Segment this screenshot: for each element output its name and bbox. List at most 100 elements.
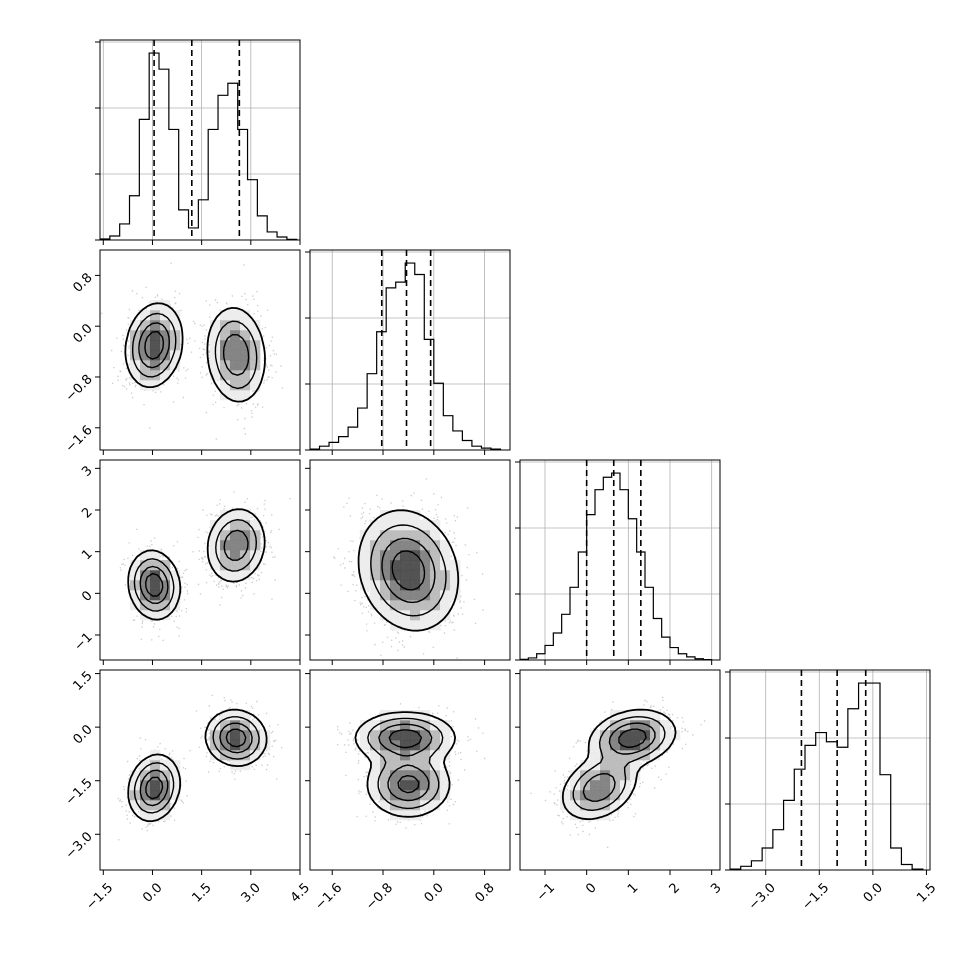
contour-line <box>139 722 253 807</box>
density-cell <box>590 730 601 741</box>
density-cell <box>580 810 591 821</box>
density-cell <box>130 800 141 811</box>
density-cell <box>260 730 271 741</box>
density-cell <box>630 740 641 751</box>
density-cell <box>410 530 421 541</box>
density-cell <box>620 740 631 751</box>
contour-line <box>138 322 250 376</box>
density-cell <box>420 530 431 541</box>
density-cell <box>440 610 451 621</box>
density-cell <box>140 560 151 571</box>
density-cell <box>360 570 371 581</box>
density-cell <box>380 590 391 601</box>
density-cell <box>150 590 161 601</box>
density-cell <box>630 730 641 741</box>
density-cell <box>380 710 391 721</box>
density-cell <box>570 790 581 801</box>
density-cell <box>220 720 231 731</box>
density-cell <box>230 340 241 351</box>
density-cell <box>600 760 611 771</box>
density-cell <box>430 580 441 591</box>
density-cell <box>230 530 241 541</box>
density-cell <box>380 780 391 791</box>
density-cell <box>220 730 231 741</box>
density-cell <box>390 570 401 581</box>
density-cell <box>230 360 241 371</box>
density-cell <box>230 380 241 391</box>
density-cell <box>140 330 151 341</box>
contour-line <box>357 509 460 632</box>
density-cell <box>240 560 251 571</box>
y-tick-label: −1 <box>71 630 95 654</box>
density-cell <box>380 550 391 561</box>
density-cell <box>140 580 151 591</box>
density-cell <box>220 710 231 721</box>
x-tick-label: 3.0 <box>239 880 264 905</box>
density-cell <box>230 720 241 731</box>
density-cell <box>220 530 231 541</box>
density-cell <box>620 710 631 721</box>
density-cell <box>130 560 141 571</box>
density-cell <box>170 770 181 781</box>
density-cell <box>370 790 381 801</box>
density-cell <box>440 600 451 611</box>
density-cell <box>440 730 451 741</box>
density-cell <box>160 370 171 381</box>
density-cell <box>140 570 151 581</box>
joint-panel-3-0 <box>117 694 283 841</box>
density-cell <box>450 560 461 571</box>
density-cell <box>250 360 261 371</box>
density-cell <box>210 320 221 331</box>
x-tick-label: −0.8 <box>363 880 396 913</box>
panel-frame <box>309 459 511 661</box>
density-cell <box>140 350 151 361</box>
contour-line <box>132 312 258 390</box>
density-cell <box>140 800 151 811</box>
density-cell <box>420 760 431 771</box>
contour-line <box>582 722 656 802</box>
density-cell <box>640 740 651 751</box>
density-cell <box>220 540 231 551</box>
density-cell <box>430 760 441 771</box>
density-cell <box>590 790 601 801</box>
y-tick-label: 1 <box>79 547 95 563</box>
density-cell <box>390 790 401 801</box>
density-cell <box>380 750 391 761</box>
density-cell <box>420 750 431 761</box>
density-cell <box>610 720 621 731</box>
y-tick-label: −3.0 <box>63 829 96 862</box>
density-cell <box>370 530 381 541</box>
density-cell <box>150 340 161 351</box>
density-cell <box>170 570 181 581</box>
density-cell <box>240 390 251 401</box>
density-cell <box>150 780 161 791</box>
x-tick-label: 0 <box>583 880 599 896</box>
density-cell <box>220 330 231 341</box>
contour-line <box>354 711 456 818</box>
joint-panel-3-2 <box>530 696 706 849</box>
density-cell <box>430 560 441 571</box>
density-cell <box>450 570 461 581</box>
x-tick-label: 0.8 <box>472 880 497 905</box>
y-tick-label: 3 <box>79 463 95 479</box>
contour-line <box>618 728 647 748</box>
density-cell <box>410 580 421 591</box>
density-cell <box>240 310 251 321</box>
density-cell <box>600 800 611 811</box>
contour-line <box>378 723 433 802</box>
density-cell <box>130 590 141 601</box>
density-cell <box>570 800 581 811</box>
contour-line <box>561 708 677 821</box>
density-cell <box>360 560 371 571</box>
density-cell <box>220 560 231 571</box>
density-cell <box>370 750 381 761</box>
density-cell <box>230 520 241 531</box>
density-cell <box>240 340 251 351</box>
density-cell <box>140 310 151 321</box>
density-cell <box>400 530 411 541</box>
density-cell <box>130 350 141 361</box>
density-cell <box>390 600 401 611</box>
density-cell <box>380 610 391 621</box>
density-cell <box>380 570 391 581</box>
